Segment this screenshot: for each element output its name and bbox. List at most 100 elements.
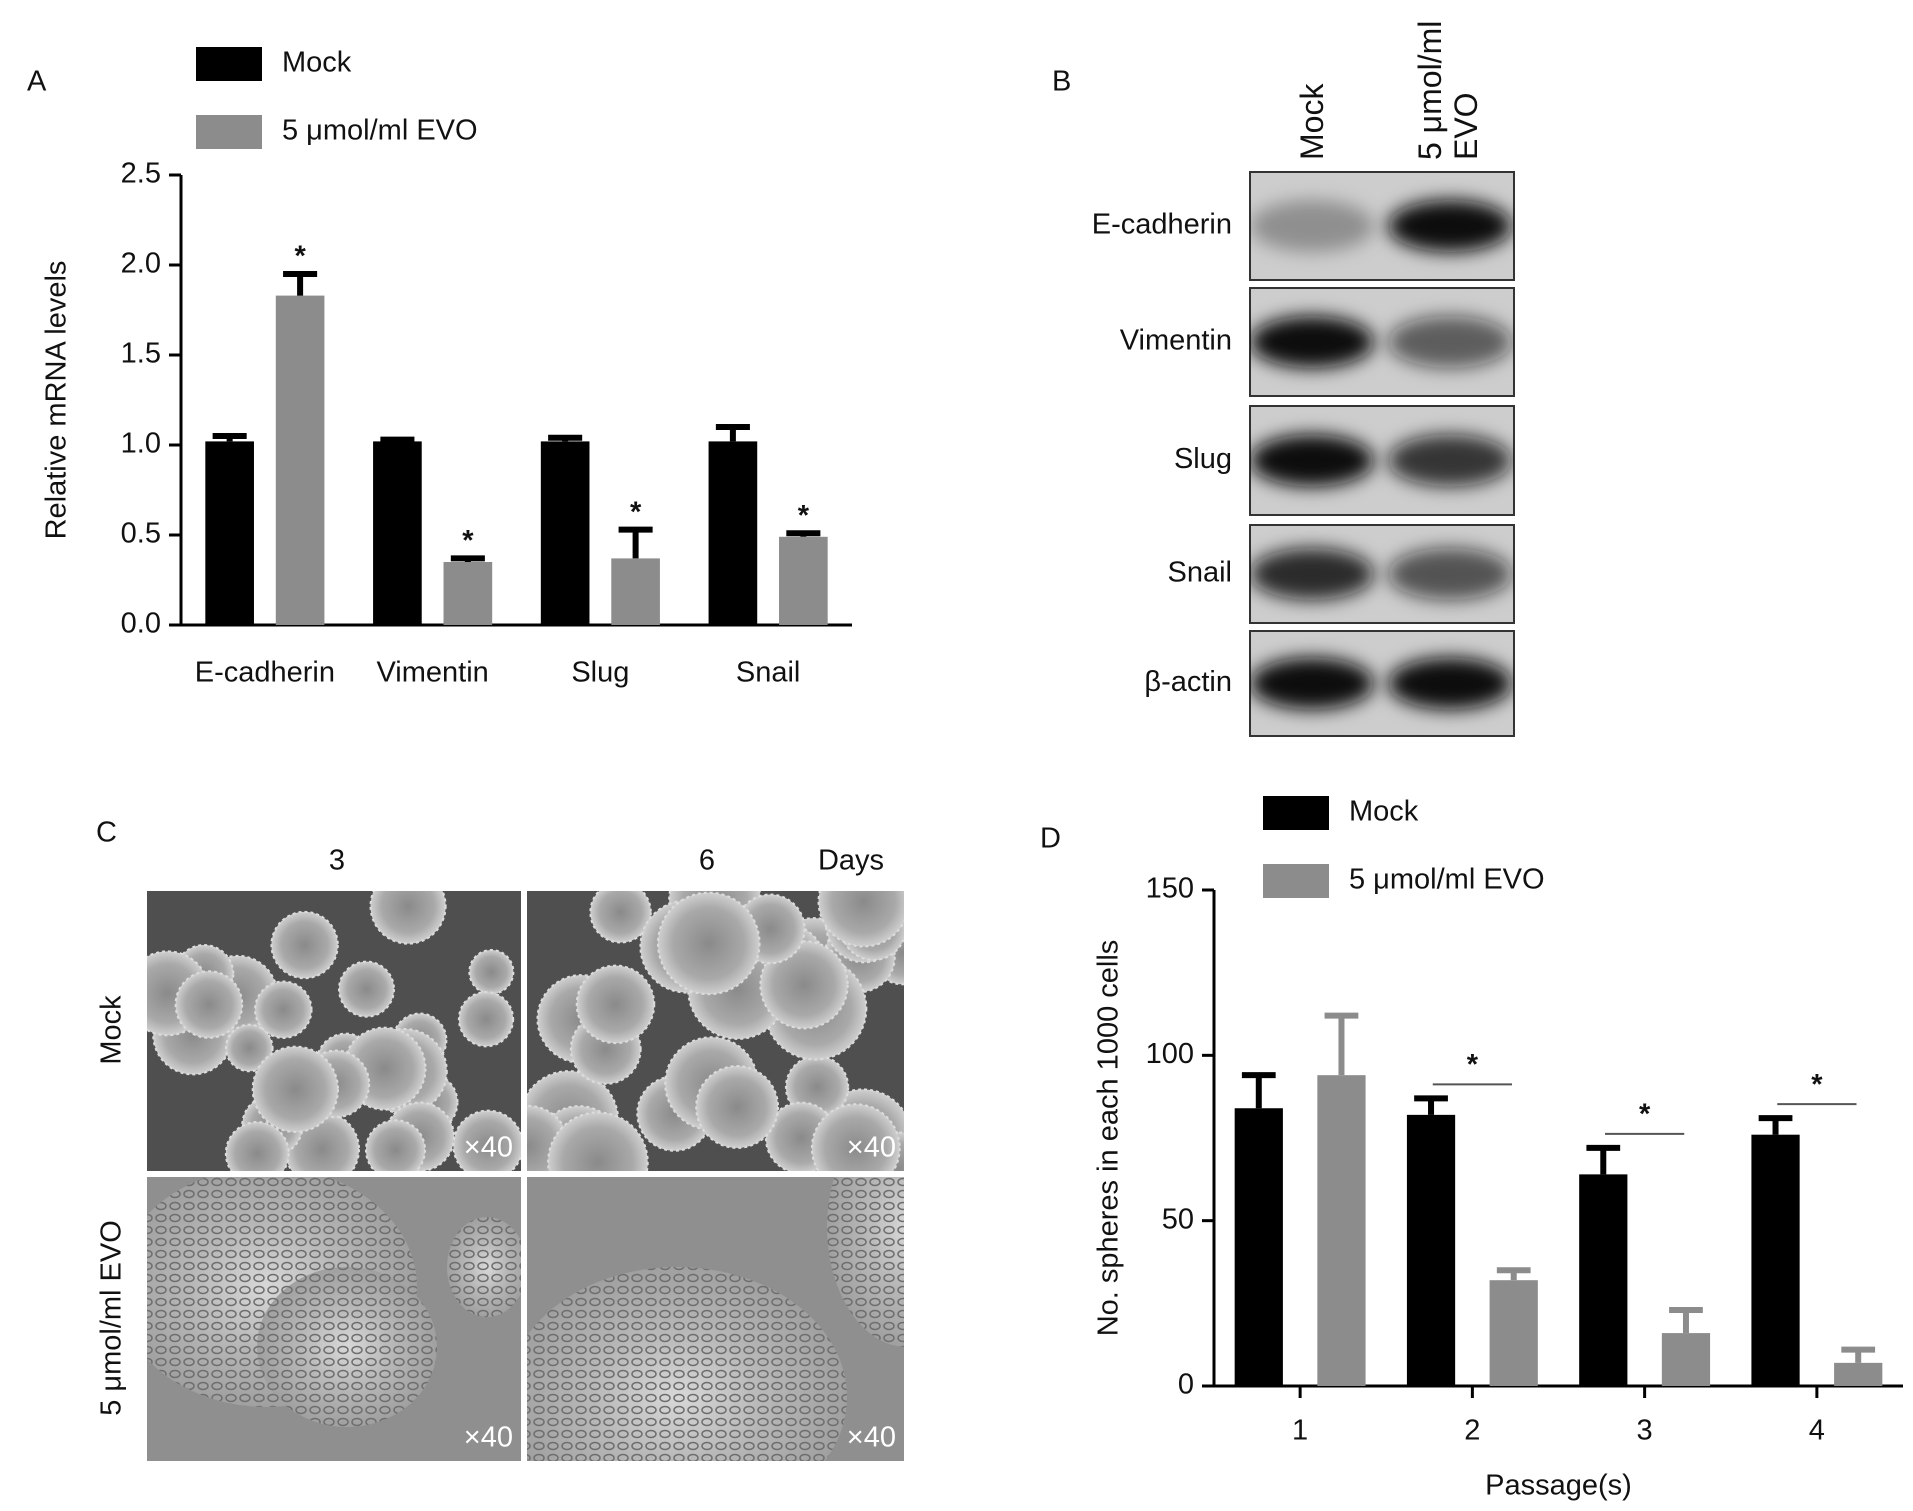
y-tick-label: 0 [1178,1369,1194,1401]
x-tick-label: 2 [1464,1415,1480,1447]
bar [540,441,590,625]
blot-band [1388,434,1512,487]
y-tick-label: 1.0 [121,428,161,460]
blot-bands [1250,657,1512,710]
x-tick-label: 3 [1637,1415,1653,1447]
micrograph [527,1177,904,1461]
x-tick-label: Vimentin [376,657,488,689]
bar [205,441,254,625]
error-bar [1324,1012,1359,1076]
bar [1234,1108,1283,1386]
error-bar [1496,1267,1531,1281]
error-bar [1758,1115,1793,1135]
magnification: ×40 [464,1422,513,1454]
error-bar [1586,1144,1621,1175]
blot-bands [1250,434,1512,487]
bar [1834,1362,1883,1386]
x-tick-label: 1 [1292,1415,1308,1447]
bar [1406,1114,1456,1386]
magnification: ×40 [847,1422,896,1454]
lane-label: Mock [1294,83,1330,160]
condition-label: 5 μmol/ml EVO [96,1220,128,1416]
bar [443,562,493,625]
protein-label: β-actin [1144,666,1232,698]
x-tick-label: 4 [1809,1415,1825,1447]
blot-band [1388,657,1512,710]
blot-band [1388,316,1512,368]
significance-mark: * [294,241,306,273]
error-bar [1841,1346,1876,1363]
time-unit: Days [818,845,884,877]
y-axis-label: No. spheres in each 1000 cells [1093,940,1125,1337]
micrograph [147,891,521,1171]
y-tick-label: 2.0 [121,248,161,280]
panel-letter: A [27,66,47,98]
protein-label: Slug [1174,443,1232,475]
bar [1579,1174,1628,1386]
bar [1317,1075,1366,1386]
error-bar [1669,1306,1703,1334]
protein-label: Snail [1168,557,1233,589]
blot-band [1250,434,1374,487]
bar [708,441,758,625]
error-bar [283,271,318,296]
time-label: 6 [699,845,715,877]
y-tick-label: 2.5 [121,158,161,190]
bar [611,558,660,625]
error-bar [380,436,415,443]
legend-swatch [196,115,262,149]
x-tick-label: E-cadherin [195,657,335,689]
error-bar [1414,1095,1448,1115]
protein-label: Vimentin [1120,325,1232,357]
significance-mark: * [1811,1069,1823,1101]
significance-mark: * [798,500,810,532]
error-bar [1241,1072,1276,1109]
panel-letter: C [96,817,117,849]
legend-swatch [196,47,262,81]
y-tick-label: 0.5 [121,518,161,550]
x-tick-label: Snail [736,657,801,689]
y-tick-label: 100 [1146,1038,1194,1070]
significance-mark: * [630,496,642,528]
blot-band [1388,548,1512,600]
micrograph [527,891,904,1171]
blot-band [1388,200,1512,252]
protein-label: E-cadherin [1092,209,1232,241]
panel-letter: B [1052,66,1071,98]
bar [275,295,325,625]
error-bar [618,526,653,559]
lane-label: 5 μmol/ml EVO [1412,20,1484,160]
bar [1661,1333,1711,1386]
y-axis-label: Relative mRNA levels [41,261,73,540]
legend-swatch [1263,796,1329,830]
magnification: ×40 [464,1132,513,1164]
y-tick-label: 0.0 [121,608,161,640]
blot-band [1250,316,1374,368]
bar [373,441,422,625]
legend-label: Mock [282,47,352,79]
bar [1489,1280,1538,1386]
legend-label: 5 μmol/ml EVO [1349,864,1545,896]
blot-bands [1250,548,1512,600]
x-axis-label: Passage(s) [1485,1470,1632,1502]
legend-swatch [1263,864,1329,898]
legend-label: 5 μmol/ml EVO [282,115,478,147]
error-bar [786,530,821,537]
micrograph [147,1177,521,1461]
error-bar [548,434,583,442]
significance-mark: * [1639,1099,1651,1131]
blot-band [1250,200,1374,252]
time-label: 3 [329,845,345,877]
legend-label: Mock [1349,796,1419,828]
y-tick-label: 150 [1146,873,1194,905]
condition-label: Mock [96,995,128,1065]
blot-bands [1250,316,1512,368]
blot-band [1250,657,1374,710]
bar [779,536,828,625]
x-tick-label: Slug [571,657,629,689]
magnification: ×40 [847,1132,896,1164]
significance-mark: * [1467,1049,1479,1081]
error-bar [450,555,485,562]
